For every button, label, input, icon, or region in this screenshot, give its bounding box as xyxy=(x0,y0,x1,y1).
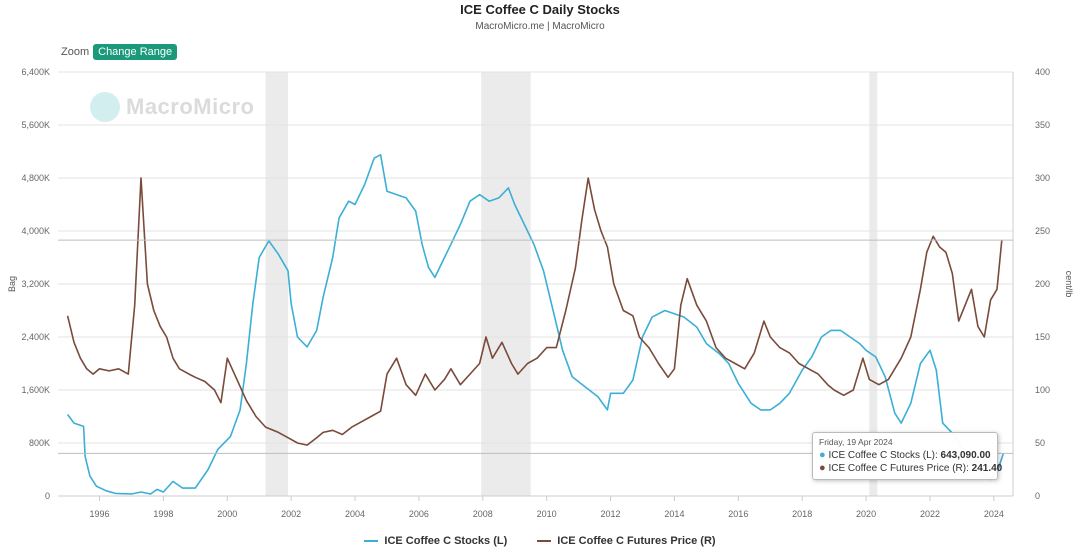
y-axis-right-title: cent/lb xyxy=(1064,271,1074,298)
y-tick-left-label: 5,600K xyxy=(21,120,50,130)
stocks-dot-icon: ● xyxy=(819,449,826,461)
y-tick-left-label: 1,600K xyxy=(21,385,50,395)
y-tick-right-label: 0 xyxy=(1035,491,1040,501)
x-tick-label: 2002 xyxy=(281,509,301,519)
y-tick-left-label: 3,200K xyxy=(21,279,50,289)
zoom-bar: Zoom Change Range xyxy=(61,44,178,60)
stocks-series-line xyxy=(66,154,1005,495)
tooltip-date: Friday, 19 Apr 2024 xyxy=(819,437,893,447)
tooltip: Friday, 19 Apr 2024 ● ICE Coffee C Stock… xyxy=(812,432,1002,480)
x-tick-label: 2012 xyxy=(601,509,621,519)
price-series-line xyxy=(66,177,1003,446)
x-tick-label: 2018 xyxy=(792,509,812,519)
tooltip-price-value: 241.40 xyxy=(971,463,1003,474)
chart-subtitle: MacroMicro.me | MacroMicro xyxy=(475,21,605,32)
legend-price-swatch-icon xyxy=(537,540,552,542)
x-tick-label: 2004 xyxy=(345,509,365,519)
tooltip-stocks-row: ● ICE Coffee C Stocks (L): 643,090.00 xyxy=(819,449,991,462)
watermark-text: MacroMicro xyxy=(126,94,255,119)
x-tick-label: 1998 xyxy=(153,509,173,519)
change-range-button[interactable]: Change Range xyxy=(93,44,178,60)
y-tick-right-label: 350 xyxy=(1035,120,1050,130)
y-tick-right-label: 300 xyxy=(1035,173,1050,183)
x-tick-label: 2016 xyxy=(728,509,748,519)
x-tick-label: 2006 xyxy=(409,509,429,519)
x-tick-label: 2022 xyxy=(920,509,940,519)
tooltip-price-row: ● ICE Coffee C Futures Price (R): 241.40 xyxy=(819,462,1002,475)
y-axis-left: 0 800K 1,600K 2,400K 3,200K 4,000K 4,800K 5,600… xyxy=(21,67,50,501)
y-tick-left-label: 4,000K xyxy=(21,226,50,236)
tooltip-stocks-label: ICE Coffee C Stocks (L): xyxy=(828,450,941,461)
tooltip-price-label: ICE Coffee C Futures Price (R): xyxy=(828,463,972,474)
x-tick-label: 1996 xyxy=(90,509,110,519)
legend-price-label: ICE Coffee C Futures Price (R) xyxy=(557,535,716,547)
y-tick-left-label: 4,800K xyxy=(21,173,50,183)
x-tick-label: 2010 xyxy=(537,509,557,519)
price-dot-icon: ● xyxy=(819,462,826,474)
y-tick-right-label: 100 xyxy=(1035,385,1050,395)
legend-stocks-swatch-icon xyxy=(364,540,379,542)
x-tick-label: 2024 xyxy=(984,509,1004,519)
x-axis: 1996 1998 2000 2002 2004 2006 2008 2010 2012 2014… xyxy=(58,495,1013,519)
y-axis-left-title: Bag xyxy=(7,276,17,292)
y-tick-right-label: 200 xyxy=(1035,279,1050,289)
x-tick-label: 2000 xyxy=(217,509,237,519)
y-tick-right-label: 50 xyxy=(1035,438,1045,448)
legend-item-stocks[interactable]: ICE Coffee C Stocks (L) xyxy=(364,535,507,547)
zoom-label: Zoom xyxy=(61,46,90,58)
series-group xyxy=(66,154,1005,495)
x-tick-label: 2014 xyxy=(664,509,684,519)
x-tick-label: 2008 xyxy=(473,509,493,519)
watermark: MacroMicro xyxy=(90,92,254,122)
legend-item-price[interactable]: ICE Coffee C Futures Price (R) xyxy=(537,535,716,547)
y-tick-left-label: 0 xyxy=(45,491,50,501)
y-tick-right-label: 400 xyxy=(1035,67,1050,77)
x-tick-label: 2020 xyxy=(856,509,876,519)
legend-stocks-label: ICE Coffee C Stocks (L) xyxy=(384,535,508,547)
tooltip-stocks-value: 643,090.00 xyxy=(940,450,991,461)
y-tick-left-label: 800K xyxy=(29,438,50,448)
y-tick-left-label: 6,400K xyxy=(21,67,50,77)
y-tick-right-label: 150 xyxy=(1035,332,1050,342)
chart-title: ICE Coffee C Daily Stocks xyxy=(460,2,620,17)
macromicro-logo-icon xyxy=(90,92,120,122)
y-axis-right: 0 50 100 150 200 250 300 350 400 xyxy=(1012,67,1050,501)
y-tick-left-label: 2,400K xyxy=(21,332,50,342)
y-tick-right-label: 250 xyxy=(1035,226,1050,236)
legend: ICE Coffee C Stocks (L) ICE Coffee C Fut… xyxy=(0,535,1080,547)
